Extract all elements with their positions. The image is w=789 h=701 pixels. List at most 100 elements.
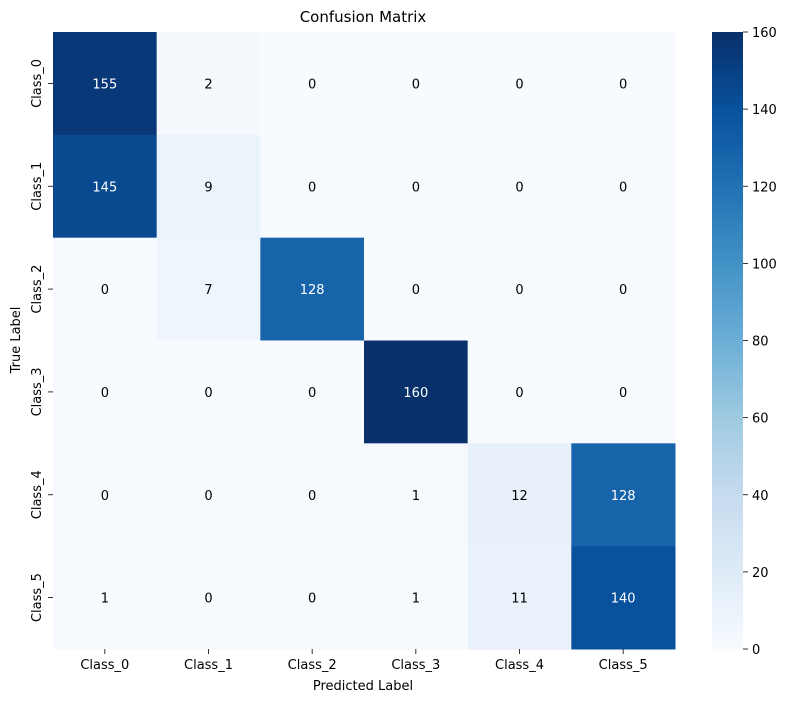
y-axis-ticks: Class_0 Class_1 Class_2 Class_3 Class_4 Class… [30, 59, 53, 622]
cell-value-label: 140 [611, 592, 636, 607]
cell-value-label: 12 [511, 489, 528, 504]
heatmap-cell [467, 340, 572, 444]
heatmap-cell [53, 134, 158, 239]
x-tick-label: Class_4 [495, 658, 544, 673]
cell-value-label: 0 [101, 386, 109, 401]
heatmap-cell-labels: 155 2 0 0 0 0 145 9 0 0 0 0 0 7 128 0 0 0 0 0 0 160 0 0 0 0 0 1 12 12… [92, 77, 635, 606]
heatmap-cell [467, 32, 572, 136]
cell-value-label: 7 [204, 283, 212, 298]
colorbar-tick-label: 160 [752, 26, 777, 41]
heatmap-cell [260, 340, 365, 444]
x-tick-label: Class_3 [391, 658, 440, 673]
heatmap-cell [364, 546, 469, 650]
cell-value-label: 0 [308, 489, 316, 504]
heatmap-cell [571, 32, 676, 136]
x-axis-ticks: Class_0 Class_1 Class_2 Class_3 Class_4 Class… [80, 649, 648, 673]
cell-value-label: 0 [619, 386, 627, 401]
heatmap-cell [364, 340, 469, 444]
colorbar-tick-label: 80 [752, 335, 769, 350]
cell-value-label: 0 [204, 386, 212, 401]
cell-value-label: 0 [515, 77, 523, 92]
y-tick-label: Class_5 [30, 573, 45, 622]
cell-value-label: 0 [515, 283, 523, 298]
heatmap-cell [260, 546, 365, 650]
heatmap-cell [467, 237, 572, 341]
heatmap-cell [467, 546, 572, 650]
heatmap-cell [467, 134, 572, 239]
cell-value-label: 0 [101, 489, 109, 504]
heatmap-cell [156, 340, 261, 444]
colorbar-tick-label: 120 [752, 180, 777, 195]
heatmap-cell [571, 237, 676, 341]
cell-value-label: 0 [515, 180, 523, 195]
cell-value-label: 0 [204, 592, 212, 607]
cell-value-label: 1 [412, 592, 420, 607]
heatmap-cell [467, 443, 572, 547]
heatmap-cell [571, 134, 676, 239]
x-tick-label: Class_1 [184, 658, 233, 673]
heatmap-cell [156, 32, 261, 136]
heatmap-cell [53, 32, 158, 136]
heatmap-cell [260, 237, 365, 341]
x-tick-label: Class_2 [288, 658, 337, 673]
heatmap-cell [571, 546, 676, 650]
cell-value-label: 0 [308, 180, 316, 195]
x-tick-label: Class_5 [599, 658, 648, 673]
heatmap-cell [364, 443, 469, 547]
colorbar-tick-label: 100 [752, 257, 777, 272]
colorbar-tick-label: 40 [752, 489, 769, 504]
heatmap-cell [156, 134, 261, 239]
cell-value-label: 128 [611, 489, 636, 504]
y-tick-label: Class_3 [30, 367, 45, 416]
heatmap-cell [364, 134, 469, 239]
cell-value-label: 1 [412, 489, 420, 504]
heatmap-cell [260, 32, 365, 136]
heatmap-cell [364, 32, 469, 136]
heatmap-cell [156, 237, 261, 341]
x-axis-label: Predicted Label [313, 679, 413, 694]
chart-title: Confusion Matrix [300, 8, 427, 26]
cell-value-label: 0 [619, 77, 627, 92]
cell-value-label: 128 [300, 283, 325, 298]
cell-value-label: 0 [308, 77, 316, 92]
colorbar-tick-label: 0 [752, 643, 760, 658]
cell-value-label: 0 [412, 180, 420, 195]
colorbar-tick-label: 60 [752, 412, 769, 427]
cell-value-label: 1 [101, 592, 109, 607]
heatmap-cell [53, 443, 158, 547]
x-tick-label: Class_0 [80, 658, 129, 673]
heatmap-cell [53, 546, 158, 650]
y-tick-label: Class_2 [30, 265, 45, 314]
colorbar [712, 32, 743, 649]
cell-value-label: 9 [204, 180, 212, 195]
y-tick-label: Class_4 [30, 470, 45, 519]
heatmap-cell [53, 340, 158, 444]
y-tick-label: Class_1 [30, 162, 45, 211]
y-axis-label: True Label [9, 307, 24, 375]
heatmap-cell [571, 443, 676, 547]
cell-value-label: 0 [308, 592, 316, 607]
cell-value-label: 0 [204, 489, 212, 504]
heatmap-cell [260, 443, 365, 547]
cell-value-label: 145 [92, 180, 117, 195]
cell-value-label: 0 [412, 283, 420, 298]
heatmap-cell [53, 237, 158, 341]
colorbar-tick-label: 140 [752, 103, 777, 118]
colorbar-ticks: 0 20 40 60 80 100 120 140 160 [743, 26, 777, 658]
cell-value-label: 0 [412, 77, 420, 92]
y-tick-label: Class_0 [30, 59, 45, 108]
cell-value-label: 155 [92, 77, 117, 92]
cell-value-label: 160 [403, 386, 428, 401]
cell-value-label: 0 [515, 386, 523, 401]
heatmap-cell [364, 237, 469, 341]
cell-value-label: 0 [308, 386, 316, 401]
cell-value-label: 0 [619, 180, 627, 195]
heatmap-cell [156, 443, 261, 547]
colorbar-tick-label: 20 [752, 566, 769, 581]
heatmap-cell [260, 134, 365, 239]
cell-value-label: 0 [101, 283, 109, 298]
cell-value-label: 0 [619, 283, 627, 298]
cell-value-label: 11 [511, 592, 528, 607]
cell-value-label: 2 [204, 77, 212, 92]
